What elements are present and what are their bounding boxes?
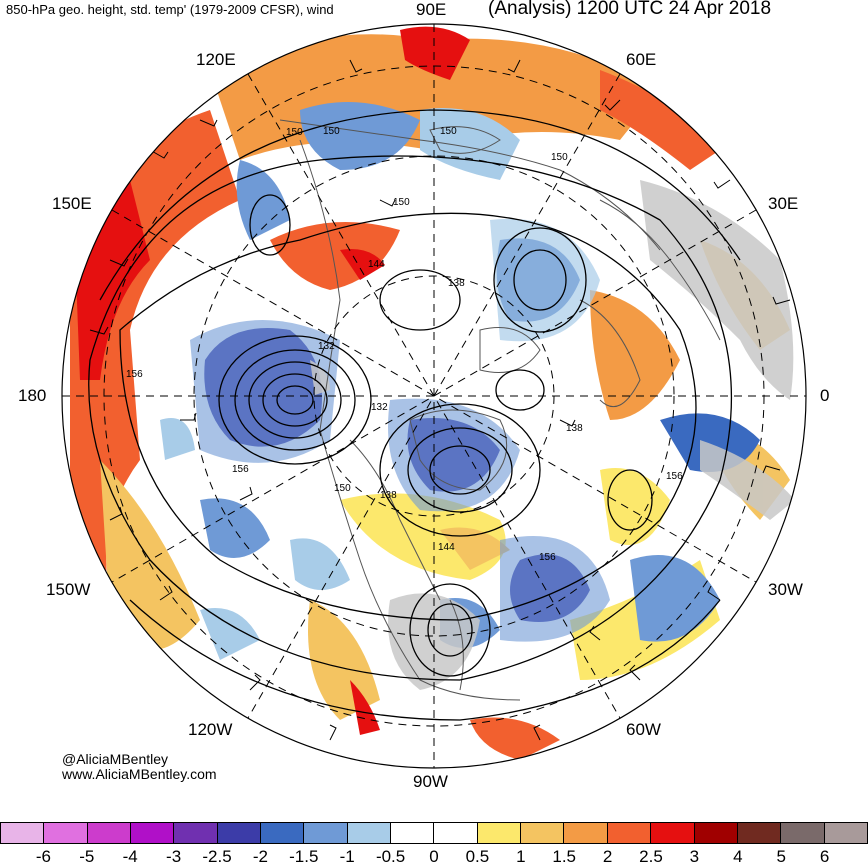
contour-label: 150 bbox=[323, 126, 340, 137]
colorbar-swatch bbox=[261, 822, 305, 844]
colorbar-tick-label: 3 bbox=[689, 847, 700, 866]
lon-label-150e: 150E bbox=[52, 194, 92, 213]
lon-label-30w: 30W bbox=[768, 580, 803, 599]
lon-label-90w: 90W bbox=[413, 772, 448, 791]
contour-label: 132 bbox=[371, 402, 388, 413]
colorbar-tick-label: 0.5 bbox=[465, 847, 490, 866]
lon-label-90e: 90E bbox=[416, 0, 447, 19]
colorbar-swatch bbox=[477, 822, 522, 844]
colorbar-tick-label: -6 bbox=[35, 847, 51, 866]
credit-handle: @AliciaMBentley bbox=[62, 751, 169, 767]
lon-label-120w: 120W bbox=[188, 720, 233, 739]
colorbar-tick-label: -2.5 bbox=[202, 847, 232, 866]
colorbar-tick-label: 1 bbox=[516, 847, 526, 866]
contour-label: 132 bbox=[318, 341, 335, 352]
map-title-left: 850-hPa geo. height, std. temp' (1979-20… bbox=[6, 2, 334, 17]
colorbar-swatch bbox=[347, 822, 392, 844]
contour-label: 150 bbox=[440, 126, 457, 137]
colorbar-swatch bbox=[607, 822, 652, 844]
colorbar-swatch bbox=[737, 822, 782, 844]
colorbar-swatch bbox=[521, 822, 565, 844]
colorbar-tick-label: -1 bbox=[339, 847, 355, 866]
colorbar-tick-label: 1.5 bbox=[552, 847, 577, 866]
colorbar-tick-label: 6 bbox=[819, 847, 830, 866]
colorbar-swatch bbox=[131, 822, 175, 844]
colorbar-tick-label: -1.5 bbox=[289, 847, 319, 866]
colorbar-tick-label: -2 bbox=[252, 847, 268, 866]
contour-label: 156 bbox=[126, 369, 143, 380]
lon-label-0: 0 bbox=[820, 386, 830, 405]
colorbar-swatch bbox=[217, 822, 262, 844]
colorbar-tick-label: -5 bbox=[79, 847, 95, 866]
map-border bbox=[61, 23, 807, 769]
lon-label-150w: 150W bbox=[46, 580, 91, 599]
colorbar-swatch bbox=[781, 822, 825, 844]
wind-barbs bbox=[89, 59, 791, 741]
contour-label: 138 bbox=[448, 278, 465, 289]
colorbar-swatch bbox=[564, 822, 608, 844]
colorbar-tick-label: 2.5 bbox=[639, 847, 663, 866]
colorbar-swatch bbox=[391, 822, 435, 844]
height-contours bbox=[88, 109, 741, 721]
contour-label: 138 bbox=[380, 490, 397, 501]
colorbar bbox=[0, 822, 868, 846]
contour-label: 144 bbox=[368, 259, 385, 270]
lon-label-60e: 60E bbox=[626, 50, 657, 69]
contour-label: 150 bbox=[393, 197, 410, 208]
contour-label: 144 bbox=[438, 542, 455, 553]
contour-label: 156 bbox=[232, 464, 249, 475]
colorbar-tick-label: 4 bbox=[733, 847, 743, 866]
contour-label: 156 bbox=[539, 552, 556, 563]
map-title-right: (Analysis) 1200 UTC 24 Apr 2018 bbox=[488, 0, 772, 19]
colorbar-tick-label: 5 bbox=[776, 847, 786, 866]
colorbar-swatch bbox=[304, 822, 348, 844]
colorbar-tick-label: -0.5 bbox=[375, 847, 406, 866]
lon-label-30e: 30E bbox=[768, 194, 799, 213]
colorbar-tick-label: -4 bbox=[122, 847, 138, 866]
lon-label-60w: 60W bbox=[626, 720, 661, 739]
colorbar-swatch bbox=[87, 822, 132, 844]
colorbar-swatch bbox=[0, 822, 45, 844]
colorbar-tick-label: 0 bbox=[429, 847, 439, 866]
contour-label: 150 bbox=[334, 483, 351, 494]
colorbar-swatch bbox=[44, 822, 88, 844]
colorbar-swatch bbox=[651, 822, 695, 844]
graticule bbox=[62, 24, 806, 768]
colorbar-tick-label: 2 bbox=[602, 847, 613, 866]
colorbar-swatch bbox=[174, 822, 218, 844]
contour-label: 156 bbox=[666, 471, 683, 482]
colorbar-swatch bbox=[824, 822, 868, 844]
colorbar-tick-label: -3 bbox=[166, 847, 182, 866]
lon-label-180: 180 bbox=[18, 386, 47, 405]
lon-label-120e: 120E bbox=[196, 50, 236, 69]
colorbar-swatch bbox=[434, 822, 478, 844]
contour-label: 150 bbox=[286, 127, 303, 138]
contour-labels: 150 150 150 150 150 144 138 132 132 138 … bbox=[126, 126, 683, 563]
contour-label: 138 bbox=[566, 423, 583, 434]
credit-website: www.AliciaMBentley.com bbox=[62, 766, 217, 782]
contour-label: 150 bbox=[551, 152, 568, 163]
colorbar-swatch bbox=[694, 822, 738, 844]
